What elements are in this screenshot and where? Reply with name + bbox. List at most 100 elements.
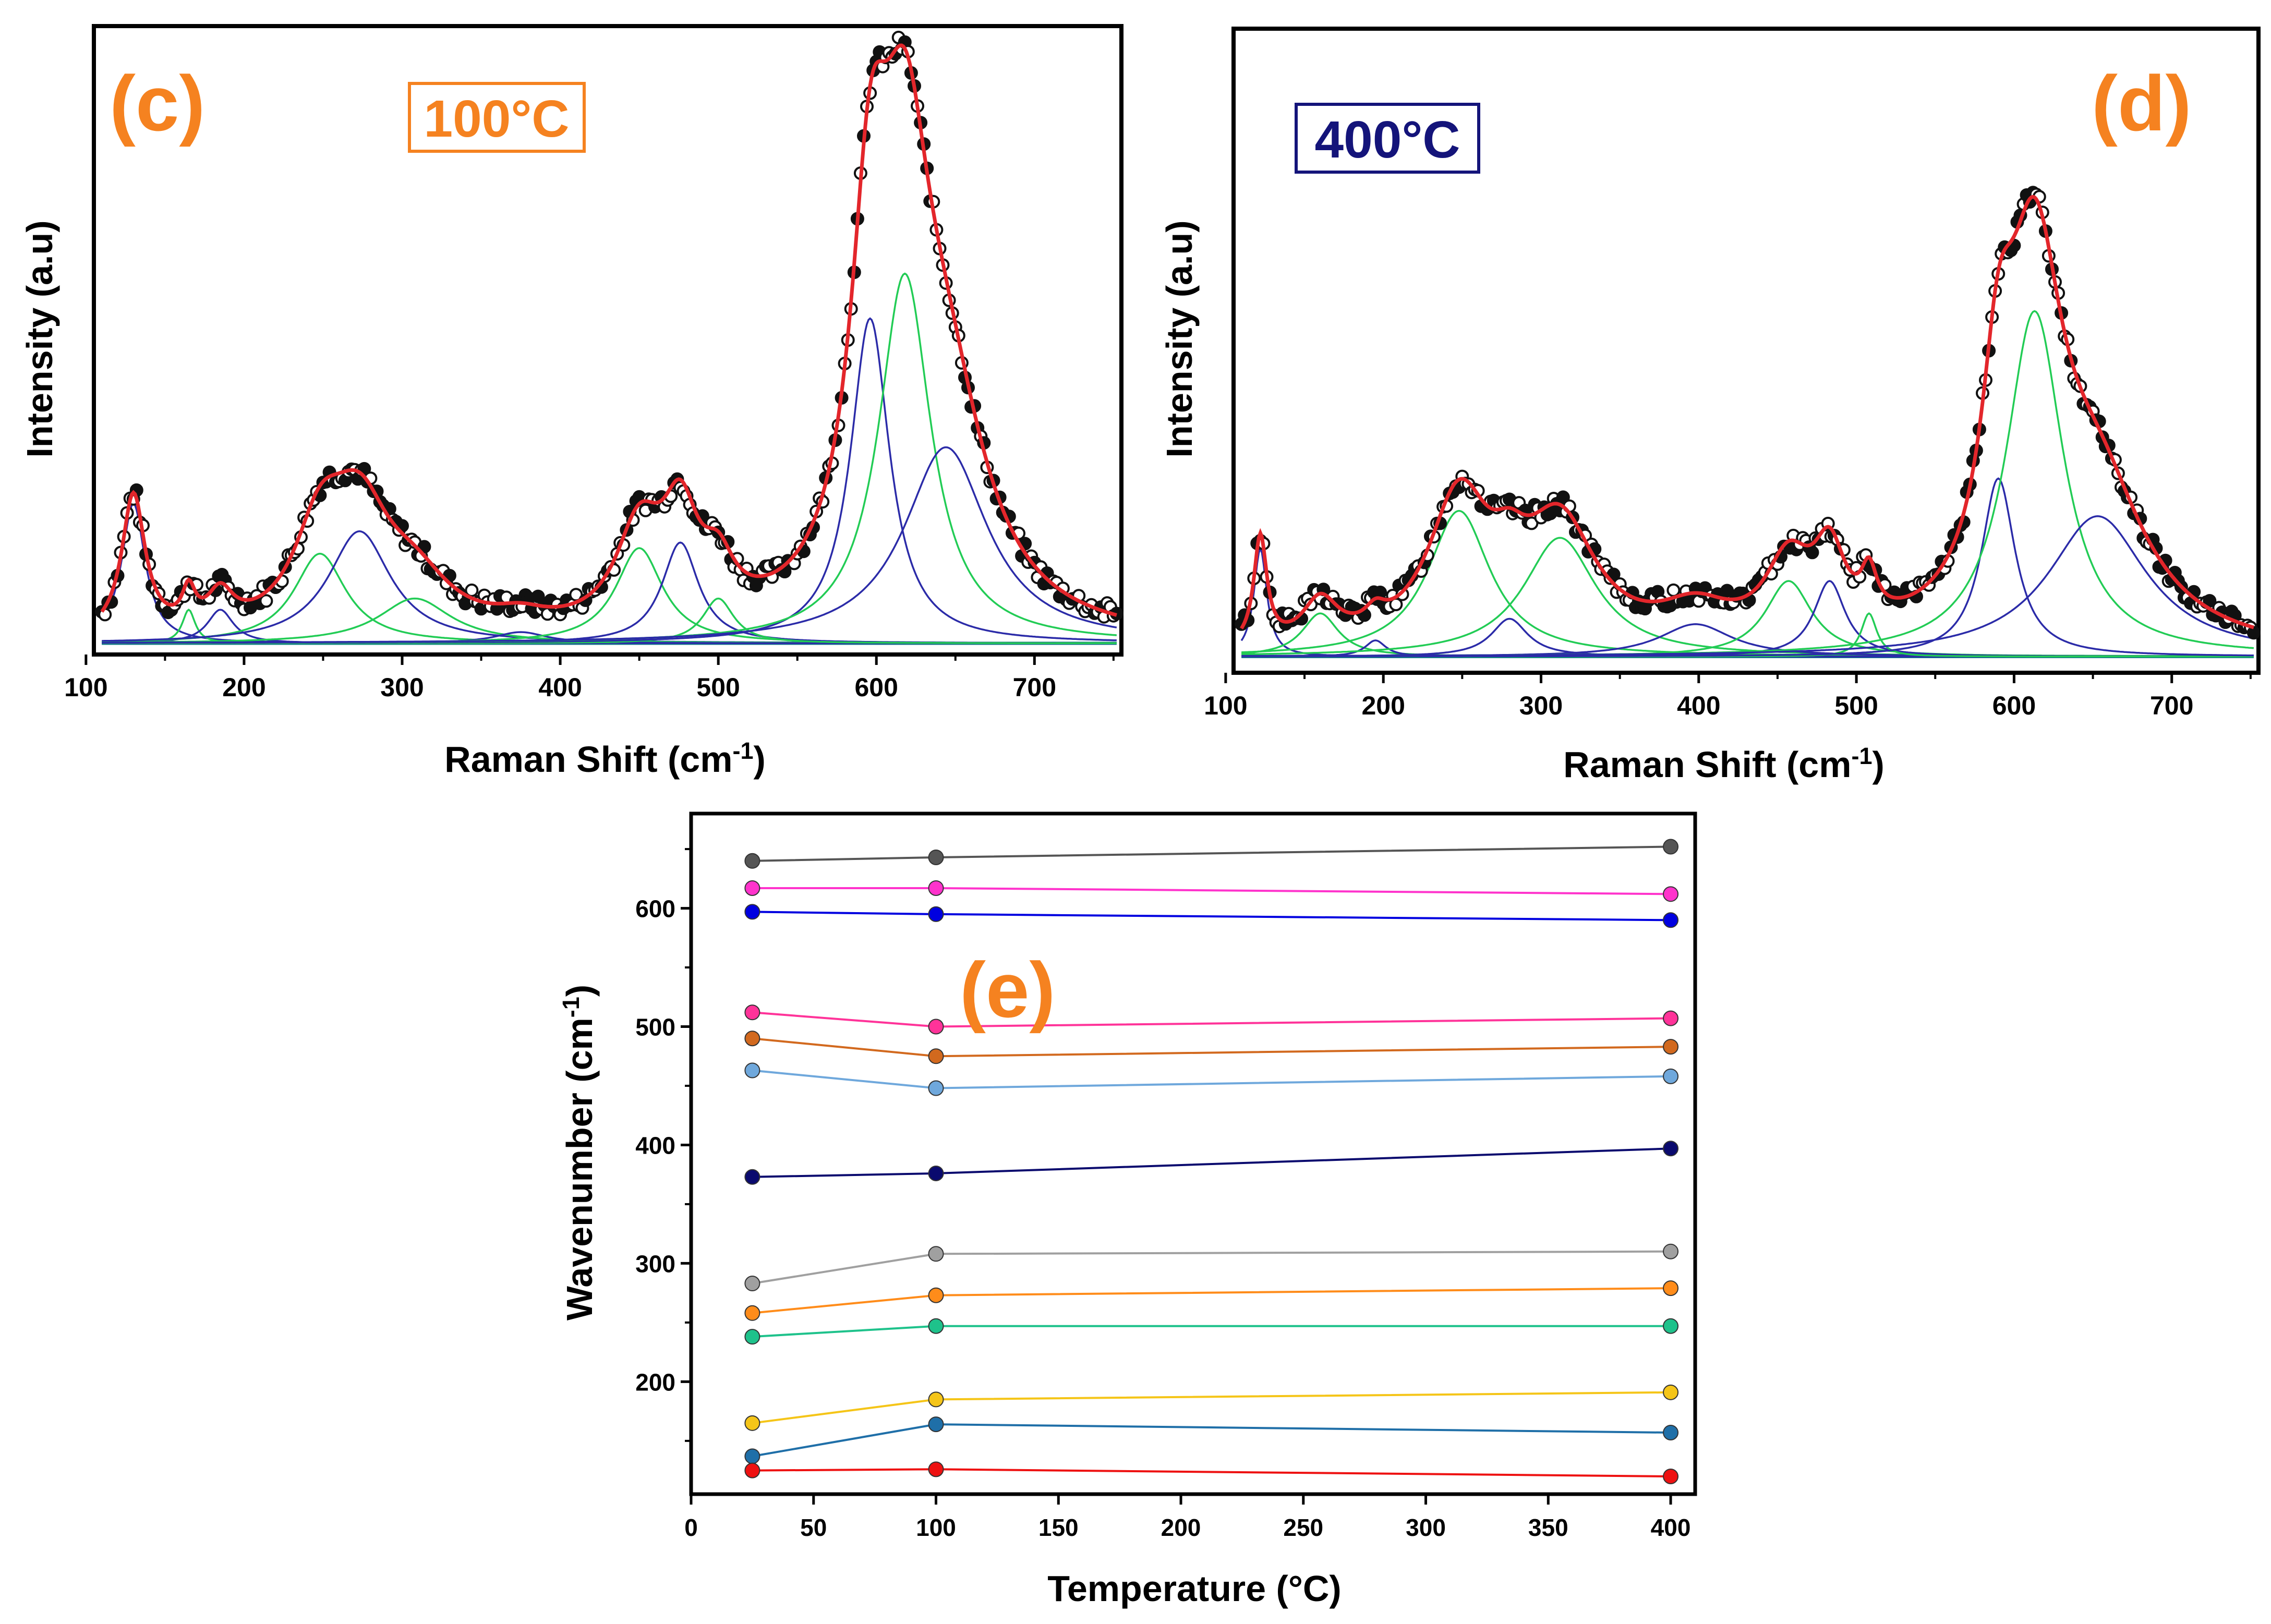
series-point: [928, 1287, 944, 1303]
x-tick-label: 300: [380, 673, 424, 702]
series-point: [744, 1462, 760, 1478]
series-line: [752, 1287, 1671, 1314]
panel-e-x-axis-title: Temperature (°C): [1047, 1568, 1341, 1609]
series-line: [752, 1325, 1671, 1338]
x-tick-label: 200: [1361, 691, 1405, 720]
x-tick-label: 700: [2150, 691, 2193, 720]
panel-d-temperature-box: [1295, 103, 1480, 174]
component-peak-644: [102, 446, 1117, 644]
series-point: [1663, 1318, 1679, 1334]
series-1: [744, 839, 1679, 869]
data-point: [531, 589, 545, 603]
series-point: [744, 904, 760, 920]
series-point: [744, 1305, 760, 1321]
x-tick-label: 50: [800, 1514, 827, 1541]
series-point: [744, 1415, 760, 1431]
panel-c-temperature-label: 100°C: [424, 90, 569, 148]
data-points: [95, 30, 1124, 624]
panel-c-label: (c): [110, 59, 205, 147]
series-5: [744, 1031, 1679, 1064]
fit-curve: [100, 43, 1117, 617]
series-line: [752, 1250, 1671, 1284]
series-point: [928, 1019, 944, 1035]
panel-c-temperature-box: [408, 82, 586, 153]
data-point: [1666, 583, 1681, 597]
panel-e-frame: [689, 811, 1697, 1496]
data-point: [1373, 585, 1387, 599]
series-point: [1663, 1280, 1679, 1296]
series-12: [744, 1416, 1679, 1464]
series-3: [744, 904, 1679, 928]
series-point: [928, 1391, 944, 1408]
series-11: [744, 1384, 1679, 1431]
series-point: [744, 1169, 760, 1185]
series-point: [1663, 1424, 1679, 1440]
data-point: [2246, 626, 2261, 640]
panel-d-y-axis-title: Intensity (a.u): [1159, 220, 1200, 457]
x-tick-label: 300: [1406, 1514, 1446, 1541]
x-tick-label: 500: [1834, 691, 1878, 720]
panel-e-plot: [744, 839, 1679, 1484]
series-point: [928, 1165, 944, 1181]
data-point: [417, 540, 431, 554]
series-point: [1663, 1141, 1679, 1157]
series-point: [744, 1448, 760, 1464]
panel-d: 100 200 300 400 500 600 700 (d) 400°C Raman Sh…: [1159, 27, 2261, 785]
panel-c-x-axis-title: Raman Shift (cm-1): [444, 737, 766, 780]
panel-c-x-ticks: 100 200 300 400 500 600 700: [64, 655, 1115, 702]
series-9: [744, 1280, 1679, 1321]
component-peak-653: [1241, 515, 2254, 657]
series-6: [744, 1062, 1679, 1096]
panel-c-frame: [92, 24, 1124, 657]
series-point: [928, 1461, 944, 1477]
series-line: [752, 1423, 1671, 1458]
series-line: [752, 887, 1671, 895]
series-line: [752, 1069, 1671, 1089]
x-tick-label: 100: [1204, 691, 1247, 720]
series-point: [744, 1276, 760, 1292]
y-tick-label: 500: [635, 1014, 675, 1041]
x-tick-label: 350: [1528, 1514, 1568, 1541]
panel-d-temperature-label: 400°C: [1314, 111, 1460, 169]
x-tick-label: 400: [1677, 691, 1720, 720]
component-peak-590: [1241, 477, 2254, 658]
series-line: [752, 1391, 1671, 1424]
series-point: [1663, 839, 1679, 855]
data-point: [1525, 516, 1539, 530]
series-point: [1663, 1384, 1679, 1400]
panel-d-x-axis-title: Raman Shift (cm-1): [1563, 743, 1885, 785]
x-tick-label: 700: [1013, 673, 1056, 702]
series-8: [744, 1243, 1679, 1292]
series-line: [752, 1037, 1671, 1058]
panel-e-y-axis-title: Wavenumber (cm-1): [558, 985, 600, 1320]
panel-d-label: (d): [2092, 59, 2192, 147]
series-4: [744, 1004, 1679, 1035]
panel-c-plot: [95, 30, 1124, 645]
y-tick-label: 400: [635, 1132, 675, 1159]
series-point: [744, 880, 760, 896]
panel-d-frame: [1231, 27, 2261, 675]
series-point: [928, 1246, 944, 1262]
series-point: [928, 880, 944, 896]
series-point: [928, 849, 944, 865]
series-7: [744, 1141, 1679, 1185]
series-point: [1663, 912, 1679, 928]
series-point: [928, 1048, 944, 1064]
series-point: [1663, 1468, 1679, 1484]
x-tick-label: 600: [855, 673, 898, 702]
x-tick-label: 250: [1283, 1514, 1323, 1541]
series-point: [1663, 1243, 1679, 1259]
x-tick-label: 100: [64, 673, 107, 702]
x-tick-label: 200: [222, 673, 265, 702]
component-peak-618: [102, 272, 1117, 644]
panel-c-y-axis-title: Intensity (a.u): [19, 220, 60, 457]
series-point: [744, 1004, 760, 1021]
x-tick-label: 400: [1651, 1514, 1691, 1541]
series-point: [1663, 1010, 1679, 1026]
series-point: [744, 1329, 760, 1345]
x-tick-label: 100: [916, 1514, 956, 1541]
series-point: [744, 1031, 760, 1047]
series-13: [744, 1461, 1679, 1484]
panel-e: 0 50 100 150 200 250 300 350 400 200 300 400 500 600…: [558, 811, 1697, 1609]
